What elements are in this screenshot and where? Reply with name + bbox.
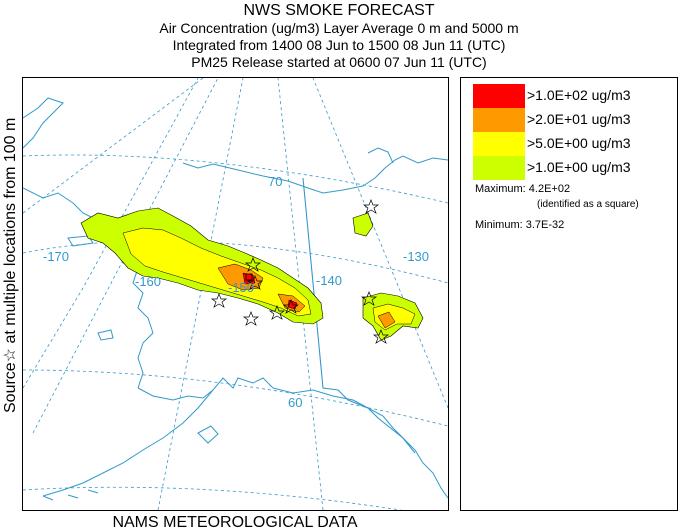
star-icon	[242, 311, 260, 326]
source-markers	[210, 199, 390, 344]
cook-inlet	[212, 377, 274, 391]
maximum-note: (identified as a square)	[537, 199, 639, 210]
lon-label-160: -160	[135, 274, 161, 289]
lon-label-140: -140	[316, 273, 342, 288]
bristol-bay	[137, 387, 214, 401]
star-icon	[360, 291, 378, 306]
nunivak-island	[97, 329, 114, 341]
kodiak-island	[197, 425, 219, 444]
meridian-150	[157, 78, 244, 510]
lat-label-70: 70	[268, 174, 282, 189]
meridian-130	[312, 78, 448, 409]
lon-label-130: -130	[403, 249, 429, 264]
meteorological-data-label: NAMS METEOROLOGICAL DATA	[112, 514, 358, 531]
st-lawrence-island	[67, 235, 94, 247]
legend-label-level1: >1.0E+00 ug/m3	[527, 159, 631, 175]
legend-swatch-level1	[473, 156, 525, 180]
star-icon	[362, 199, 380, 214]
legend-panel: >1.0E+02 ug/m3 >2.0E+01 ug/m3 >5.0E+00 u…	[460, 77, 678, 511]
maximum-value: Maximum: 4.2E+02	[475, 183, 571, 195]
lon-label-150: -150	[228, 280, 254, 295]
legend-swatch-level3	[473, 108, 525, 132]
meridian-180	[23, 78, 199, 389]
maximum-square-marker	[245, 273, 253, 281]
beaufort-islands	[367, 147, 394, 164]
aleutian-islands	[42, 489, 99, 501]
concentration-subtitle: Air Concentration (ug/m3) Layer Average …	[159, 20, 519, 36]
russia-coast	[23, 97, 64, 149]
western-alaska-coast	[132, 267, 154, 389]
source-side-label: Source☆ at multiple locations from 100 m	[2, 117, 19, 413]
meridian-170	[23, 78, 204, 214]
legend-label-level3: >2.0E+01 ug/m3	[527, 111, 631, 127]
map-panel: -170 -160 -150 -140 -130 70 60	[22, 77, 449, 511]
canada-arctic-coast	[362, 155, 448, 187]
legend-swatch-level4	[473, 84, 525, 108]
us-canada-border	[302, 177, 416, 454]
release-info: PM25 Release started at 0600 07 Jun 11 (…	[191, 54, 487, 70]
latitude-line-70	[23, 154, 448, 204]
lat-label-60: 60	[288, 395, 302, 410]
star-icon	[210, 293, 228, 308]
legend-label-level2: >5.0E+00 ug/m3	[527, 135, 631, 151]
star-icon	[282, 299, 300, 314]
integration-period: Integrated from 1400 08 Jun to 1500 08 J…	[172, 37, 506, 53]
lon-label-170: -170	[43, 249, 69, 264]
star-icon	[244, 257, 262, 272]
arctic-coast	[182, 162, 364, 194]
alaska-smoke-map: -170 -160 -150 -140 -130 70 60	[23, 78, 448, 510]
legend-label-level4: >1.0E+02 ug/m3	[527, 87, 631, 103]
minimum-value: Minimum: 3.7E-32	[475, 219, 565, 231]
star-icon	[246, 275, 264, 290]
legend-swatch-level2	[473, 132, 525, 156]
star-icon	[268, 305, 286, 320]
star-icon	[372, 329, 390, 344]
southeast-alaska-coast	[382, 415, 448, 499]
forecast-title: NWS SMOKE FORECAST	[243, 2, 435, 19]
alaska-peninsula	[42, 389, 214, 497]
latitude-line-55	[23, 486, 403, 510]
